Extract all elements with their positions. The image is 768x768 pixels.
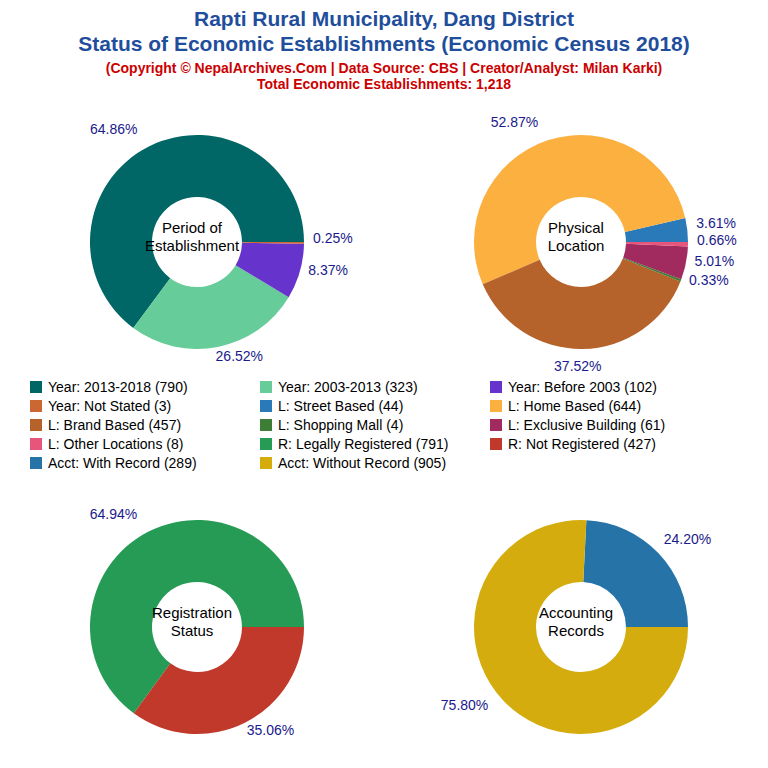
html-text:Year: Before 2003 (102): Year: Before 2003 (102): [508, 379, 657, 395]
html-text:L: Shopping Mall (4): L: Shopping Mall (4): [278, 417, 404, 433]
html-text:Year: 2013-2018 (790): Year: 2013-2018 (790): [48, 379, 188, 395]
svg-text:26.52%: 26.52%: [216, 348, 263, 364]
html-text:Period of: Period of: [162, 219, 222, 236]
html-text:Accounting: Accounting: [538, 604, 614, 621]
html-text:Registration: Registration: [152, 604, 232, 621]
html-text:(Copyright © NepalArchives.Com: (Copyright © NepalArchives.Com | Data So…: [105, 60, 663, 76]
svg-text:24.20%: 24.20%: [664, 531, 711, 547]
html-text:Location: Location: [547, 237, 605, 254]
svg-text:37.52%: 37.52%: [554, 358, 601, 374]
html-text:L: Exclusive Building (61): L: Exclusive Building (61): [508, 417, 666, 433]
html-text:Status: Status: [170, 622, 214, 639]
html-text:R: Legally Registered (791): R: Legally Registered (791): [278, 436, 449, 452]
svg-text:64.94%: 64.94%: [90, 506, 137, 522]
html-text:Year: 2003-2013 (323): Year: 2003-2013 (323): [278, 379, 418, 395]
html-text:L: Brand Based (457): L: Brand Based (457): [48, 417, 182, 433]
html-text:Acct: With Record (289): Acct: With Record (289): [48, 455, 197, 471]
html-text:Records: Records: [548, 622, 604, 639]
html-text:Acct: Without Record (905): Acct: Without Record (905): [278, 455, 447, 471]
svg-text:0.33%: 0.33%: [689, 272, 729, 288]
html-text:L: Street Based (44): L: Street Based (44): [278, 398, 404, 414]
svg-text:0.66%: 0.66%: [697, 232, 737, 248]
svg-text:8.37%: 8.37%: [308, 262, 348, 278]
html-text:Year: Not Stated (3): Year: Not Stated (3): [48, 398, 172, 414]
svg-text:0.25%: 0.25%: [313, 230, 353, 246]
svg-text:5.01%: 5.01%: [695, 253, 735, 269]
svg-text:3.61%: 3.61%: [696, 215, 736, 231]
html-text:L: Other Locations (8): L: Other Locations (8): [48, 436, 184, 452]
html-text:Physical: Physical: [548, 219, 604, 236]
html-text:Rapti Rural Municipality, Dang: Rapti Rural Municipality, Dang District: [194, 7, 574, 30]
html-text:L: Home Based (644): L: Home Based (644): [508, 398, 642, 414]
html-text:Total Economic Establishments:: Total Economic Establishments: 1,218: [256, 76, 512, 92]
svg-text:52.87%: 52.87%: [491, 114, 538, 130]
svg-text:35.06%: 35.06%: [247, 722, 294, 738]
html-text:Status of Economic Establishme: Status of Economic Establishments (Econo…: [78, 32, 690, 55]
html-text:Establishment: Establishment: [144, 237, 240, 254]
svg-text:75.80%: 75.80%: [441, 697, 488, 713]
svg-text:64.86%: 64.86%: [90, 121, 137, 137]
html-text:R: Not Registered (427): R: Not Registered (427): [508, 436, 656, 452]
